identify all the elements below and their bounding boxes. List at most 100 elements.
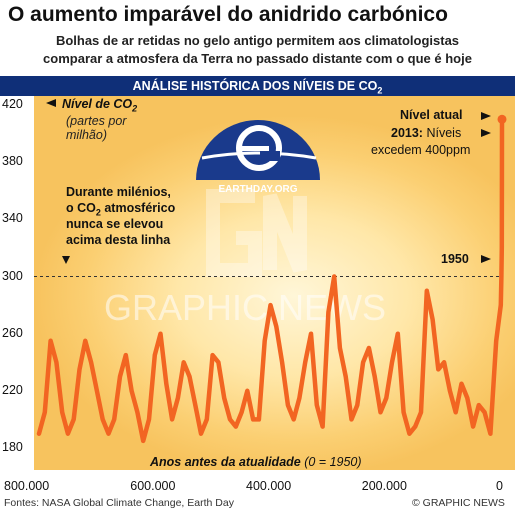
- co2-data-point: [43, 411, 46, 414]
- co2-data-point: [84, 339, 87, 343]
- y-tick-label: 260: [2, 325, 23, 340]
- x-tick-label: 0: [496, 479, 503, 493]
- earthday-logo: [196, 120, 320, 180]
- co2-data-point: [37, 432, 41, 435]
- credit-footer: © GRAPHIC NEWS: [412, 497, 505, 509]
- y-tick-label: 180: [2, 440, 23, 454]
- earthday-swoosh-icon: [201, 151, 317, 160]
- ylabel-units-2: milhão): [66, 128, 107, 142]
- current-level-text-2: excedem 400ppm: [371, 143, 471, 157]
- section-band: ANÁLISE HISTÓRICA DOS NÍVEIS DE CO2: [0, 76, 515, 96]
- co2-data-point: [113, 418, 116, 421]
- ylabel-arrow-icon: [46, 99, 56, 107]
- current-arrow-icon-1: [481, 112, 491, 120]
- co2-data-point: [89, 361, 93, 364]
- co2-data-point: [489, 432, 492, 435]
- current-text-1: Níveis: [426, 126, 462, 140]
- x-tick-label: 600.000: [130, 479, 176, 493]
- co2-data-point: [136, 411, 139, 414]
- x-tick-label: 400.000: [246, 479, 292, 493]
- x-tick-label: 800.000: [4, 479, 50, 493]
- co2-data-point: [194, 403, 197, 407]
- co2-data-point: [309, 332, 313, 335]
- co2-data-point: [257, 418, 261, 421]
- co2-data-point: [263, 339, 266, 343]
- co2-data-point: [448, 389, 452, 393]
- co2-data-point: [442, 361, 446, 364]
- co2-data-point: [240, 411, 243, 414]
- x-axis-title: Anos antes da atualidade (0 = 1950): [150, 455, 362, 469]
- co2-data-point: [228, 418, 232, 421]
- co2-points: [37, 118, 504, 443]
- co2-data-point: [182, 361, 185, 364]
- current-level-label: Nível atual: [400, 108, 463, 122]
- co2-data-point: [408, 432, 411, 435]
- co2-data-point: [118, 375, 122, 378]
- y-tick-label: 380: [2, 154, 23, 169]
- co2-data-point: [78, 368, 81, 371]
- sources-footer: Fontes: NASA Global Climate Change, Eart…: [4, 497, 234, 509]
- co2-data-point: [188, 375, 191, 378]
- co2-data-point: [269, 303, 272, 307]
- co2-data-point: [159, 332, 162, 335]
- co2-data-point: [454, 411, 457, 414]
- earthday-e-bar: [241, 146, 269, 151]
- co2-data-point: [292, 418, 295, 421]
- current-year: 2013:: [391, 126, 423, 140]
- co2-series-line: [36, 117, 505, 444]
- co2-data-point: [471, 425, 475, 428]
- page-title: O aumento imparável do anidrido carbónic…: [8, 3, 448, 26]
- co2-data-point: [170, 418, 174, 421]
- co2-data-point: [55, 361, 58, 364]
- y-tick-label: 340: [2, 211, 23, 226]
- ref-year-arrow-icon: [481, 255, 491, 263]
- co2-data-point: [211, 353, 214, 357]
- co2-data-point: [477, 403, 481, 407]
- co2-data-point: [321, 425, 324, 428]
- y-tick-label: 300: [2, 268, 23, 283]
- co2-data-point: [124, 353, 128, 357]
- co2-data-point: [304, 361, 307, 364]
- co2-data-point: [66, 432, 70, 435]
- co2-data-point: [280, 361, 284, 364]
- co2-data-point: [275, 325, 278, 328]
- co2-data-point: [153, 353, 156, 357]
- gn-watermark-icon: [206, 189, 307, 277]
- co2-data-point: [431, 318, 434, 321]
- co2-data-point: [101, 418, 104, 421]
- y-tick-label: 420: [2, 97, 23, 111]
- millennia-arrow-icon: [62, 256, 70, 264]
- co2-data-point: [500, 275, 503, 278]
- co2-data-point: [141, 439, 145, 443]
- millennia-note-4: acima desta linha: [66, 233, 171, 247]
- co2-data-point: [344, 375, 347, 378]
- co2-data-point: [72, 418, 75, 421]
- earthday-logo-text: EARTHDAY.ORG: [218, 184, 297, 195]
- co2-data-point: [379, 411, 382, 414]
- reference-year-label: 1950: [441, 252, 469, 266]
- earthday-e-gap: [260, 151, 280, 161]
- co2-data-point: [419, 411, 423, 414]
- subtitle-line-2: comparar a atmosfera da Terra no passado…: [43, 51, 472, 66]
- subtitle-line-1: Bolhas de ar retidas no gelo antigo perm…: [55, 33, 460, 48]
- co2-data-point: [460, 382, 463, 385]
- co2-data-point: [107, 432, 110, 435]
- co2-data-point: [356, 403, 359, 407]
- co2-data-point: [199, 432, 203, 435]
- co2-data-point: [425, 289, 428, 292]
- co2-data-point: [396, 332, 400, 335]
- co2-data-point: [500, 246, 504, 250]
- co2-data-point: [327, 311, 330, 314]
- co2-data-point: [361, 361, 365, 364]
- co2-data-point: [350, 418, 353, 421]
- co2-data-point: [223, 396, 226, 400]
- co2-data-point: [385, 396, 388, 400]
- co2-data-point: [298, 396, 301, 400]
- ylabel-title: Nível de CO2: [62, 97, 138, 114]
- co2-data-point: [251, 418, 255, 421]
- co2-data-point: [332, 275, 336, 278]
- current-level-point: [497, 114, 507, 124]
- co2-data-point: [147, 418, 151, 421]
- y-tick-label: 220: [2, 382, 23, 397]
